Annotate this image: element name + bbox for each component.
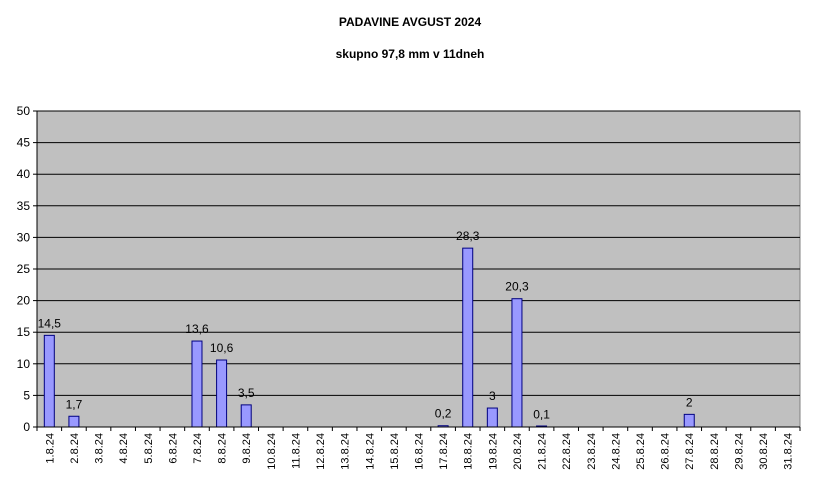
x-tick-label: 24.8.24: [610, 433, 622, 470]
x-tick-label: 2.8.24: [69, 433, 81, 464]
chart-subtitle: skupno 97,8 mm v 11dneh: [335, 47, 485, 61]
x-tick-label: 31.8.24: [783, 433, 795, 470]
x-tick-label: 30.8.24: [758, 433, 770, 470]
data-label: 28,3: [456, 229, 480, 243]
x-tick-label: 19.8.24: [487, 433, 499, 470]
y-tick-label: 25: [17, 262, 31, 276]
x-tick-label: 17.8.24: [438, 433, 450, 470]
bar: [511, 298, 523, 428]
gridlines: [37, 110, 800, 428]
x-tick-label: 18.8.24: [463, 433, 475, 470]
data-label: 2: [686, 395, 693, 409]
x-tick-label: 20.8.24: [512, 433, 524, 470]
x-tick-label: 1.8.24: [44, 433, 56, 464]
x-tick-label: 21.8.24: [537, 433, 549, 470]
x-tick-label: 26.8.24: [660, 433, 672, 470]
x-tick-label: 9.8.24: [241, 433, 253, 464]
data-label: 3: [489, 389, 496, 403]
x-tick-label: 4.8.24: [118, 433, 130, 464]
y-tick-label: 30: [17, 230, 31, 244]
chart-title: PADAVINE AVGUST 2024: [338, 15, 482, 29]
x-tick-label: 7.8.24: [192, 433, 204, 464]
data-label: 13,6: [185, 322, 209, 336]
x-tick-label: 11.8.24: [290, 433, 302, 469]
x-tick-label: 10.8.24: [266, 433, 278, 470]
y-tick-label: 50: [17, 104, 31, 118]
x-tick-label: 5.8.24: [143, 433, 155, 464]
data-label: 20,3: [505, 280, 529, 294]
data-label: 0,2: [435, 407, 452, 421]
bar: [462, 247, 474, 428]
y-tick-label: 35: [17, 199, 31, 213]
y-tick-label: 20: [17, 294, 31, 308]
x-tick-label: 27.8.24: [684, 433, 696, 470]
x-tick-label: 8.8.24: [217, 433, 229, 464]
data-label: 10,6: [210, 341, 234, 355]
data-label: 14,5: [38, 316, 62, 330]
y-axis-ticks: 0 5 10 15 20 25 30 35 40 45 50: [17, 104, 38, 434]
x-tick-label: 28.8.24: [709, 433, 721, 470]
y-tick-label: 0: [23, 420, 30, 434]
x-tick-label: 14.8.24: [364, 433, 376, 470]
x-tick-label: 23.8.24: [586, 433, 598, 470]
bar: [43, 334, 55, 428]
data-label: 1,7: [66, 397, 83, 411]
x-tick-label: 13.8.24: [340, 433, 352, 470]
x-axis-ticks: 1.8.24 2.8.24 3.8.24 4.8.24 5.8.24 6.8.24 7.8.…: [36, 426, 801, 470]
x-tick-label: 29.8.24: [733, 433, 745, 470]
x-tick-label: 25.8.24: [635, 433, 647, 470]
y-tick-label: 45: [17, 136, 31, 150]
x-tick-label: 22.8.24: [561, 433, 573, 470]
y-tick-label: 40: [17, 167, 31, 181]
x-tick-label: 3.8.24: [94, 433, 106, 464]
data-label: 3,5: [238, 386, 255, 400]
bar: [683, 413, 695, 428]
bar: [486, 407, 498, 428]
bar: [240, 404, 252, 428]
x-tick-label: 12.8.24: [315, 433, 327, 470]
bar: [191, 340, 203, 428]
data-labels: 14,5 1,7 13,610,6 3,5 0,2 28,3 3 20,3 0,1 2: [38, 229, 693, 421]
x-tick-label: 16.8.24: [414, 433, 426, 470]
x-tick-label: 15.8.24: [389, 433, 401, 470]
y-tick-label: 5: [23, 388, 30, 402]
bar: [68, 415, 80, 428]
y-tick-label: 15: [17, 325, 31, 339]
y-tick-label: 10: [17, 357, 31, 371]
data-label: 0,1: [533, 407, 550, 421]
bar: [216, 359, 228, 428]
x-tick-label: 6.8.24: [167, 433, 179, 464]
